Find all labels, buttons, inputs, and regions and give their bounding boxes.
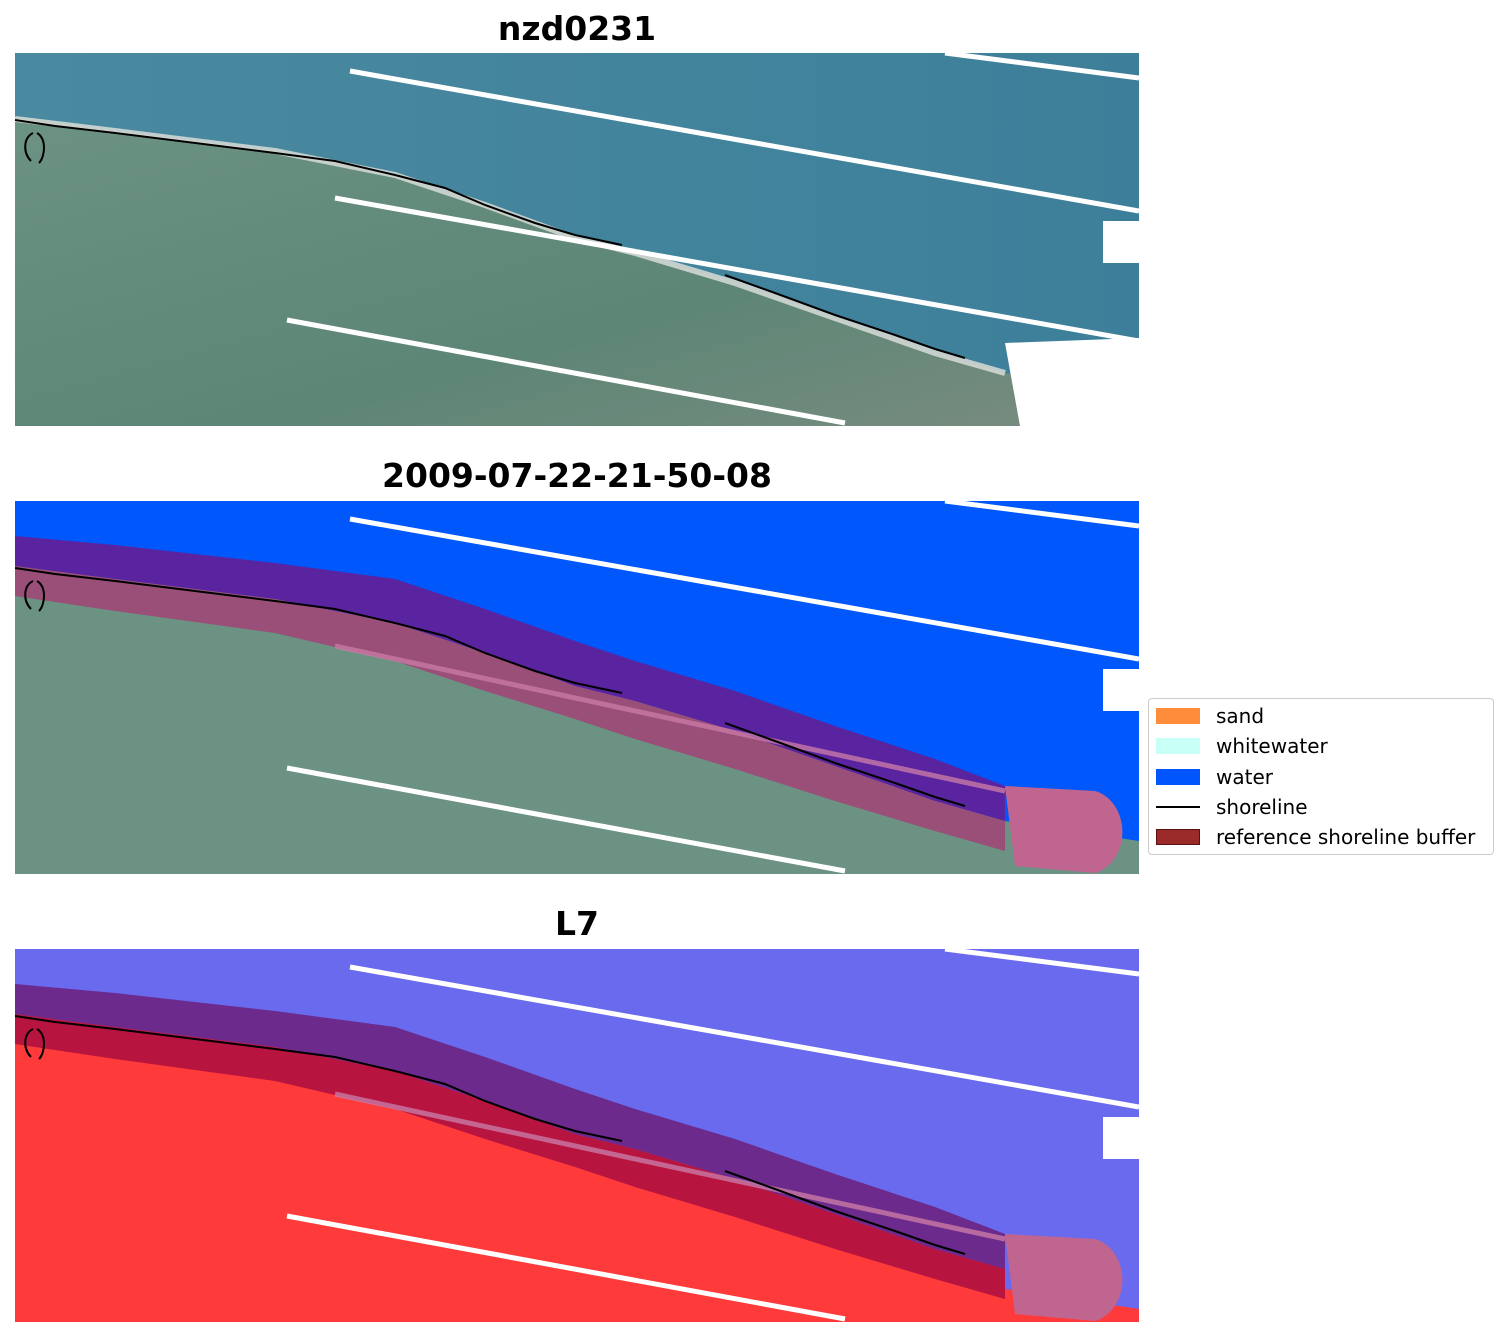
buffer-water-side bbox=[15, 536, 1005, 821]
shoreline bbox=[15, 1015, 623, 1142]
legend-label: whitewater bbox=[1216, 734, 1328, 758]
shoreline-2 bbox=[724, 1170, 966, 1255]
legend: sand whitewater water shoreline referenc… bbox=[1148, 698, 1494, 855]
legend-label: reference shoreline buffer bbox=[1216, 825, 1476, 849]
legend-label: water bbox=[1216, 765, 1273, 789]
buffer-water-side bbox=[15, 984, 1005, 1269]
shoreline-loop bbox=[24, 580, 45, 612]
legend-item-water: water bbox=[1156, 765, 1273, 789]
legend-label: sand bbox=[1216, 704, 1265, 728]
cloud-patch-2 bbox=[1103, 221, 1139, 263]
legend-item-sand: sand bbox=[1156, 704, 1264, 728]
shoreline-swatch bbox=[1156, 806, 1200, 808]
water-swatch bbox=[1156, 769, 1200, 785]
shoreline-loop bbox=[24, 132, 45, 164]
buffer-stripe bbox=[334, 643, 1006, 794]
shoreline bbox=[15, 119, 623, 246]
sand-swatch bbox=[1156, 708, 1200, 724]
buffer-end-cap bbox=[1005, 786, 1123, 873]
shoreline-2 bbox=[724, 722, 966, 807]
legend-item-whitewater: whitewater bbox=[1156, 734, 1328, 758]
beach-strip bbox=[15, 116, 1006, 376]
nodata-stripes bbox=[286, 53, 1139, 426]
cloud-patch-2 bbox=[1103, 1117, 1139, 1159]
land-area bbox=[15, 118, 1139, 426]
buffer-swatch bbox=[1156, 829, 1200, 845]
index-image-panel bbox=[15, 949, 1139, 1322]
shoreline bbox=[15, 567, 623, 694]
buffer-land-side bbox=[15, 1014, 1005, 1299]
panel-title-rgb: nzd0231 bbox=[497, 9, 657, 48]
shoreline-loop bbox=[24, 1028, 45, 1060]
rgb-image-panel bbox=[15, 53, 1139, 426]
legend-label: shoreline bbox=[1216, 795, 1308, 819]
nodata-stripes bbox=[286, 949, 1139, 1322]
buffer-stripe bbox=[334, 1091, 1006, 1242]
nodata-stripes bbox=[286, 501, 1139, 874]
cloud-patch bbox=[1005, 338, 1139, 426]
panel-title-date: 2009-07-22-21-50-08 bbox=[382, 456, 772, 495]
buffer-land-side bbox=[15, 566, 1005, 851]
cloud-patch-2 bbox=[1103, 669, 1139, 711]
classified-image-panel bbox=[15, 501, 1139, 874]
whitewater-swatch bbox=[1156, 738, 1200, 754]
buffer-end-cap bbox=[1005, 1234, 1123, 1321]
shoreline-2 bbox=[724, 274, 966, 359]
legend-item-shoreline: shoreline bbox=[1156, 795, 1308, 819]
panel-title-satellite: L7 bbox=[555, 904, 599, 943]
legend-item-buffer: reference shoreline buffer bbox=[1156, 825, 1475, 849]
